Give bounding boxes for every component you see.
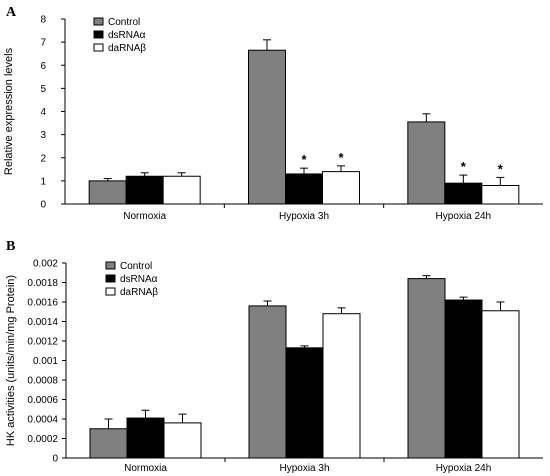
bar — [163, 422, 202, 459]
legend-swatch — [93, 30, 104, 39]
bar — [285, 173, 323, 205]
y-axis-title: HK activities (units/min/mg Protein) — [5, 275, 17, 446]
x-tick-label: Hypoxia 24h — [436, 211, 492, 222]
panel-label: A — [6, 5, 17, 20]
y-tick-label: 5 — [40, 84, 46, 95]
legend-label: daRNAβ — [120, 287, 158, 298]
y-axis-title: Relative expression levels — [3, 47, 15, 175]
legend-swatch — [93, 17, 104, 26]
y-tick-label: 0.0008 — [27, 376, 58, 387]
bar — [481, 310, 520, 459]
legend-swatch — [105, 274, 116, 283]
y-tick-label: 0 — [40, 200, 46, 211]
legend-label: Control — [120, 261, 152, 272]
bar — [248, 305, 287, 459]
y-tick-label: 0.001 — [33, 356, 58, 367]
panel-b-chart: B 0 0.0002 0.0004 0.0006 0.0008 0.001 0.0012 0.0… — [5, 239, 543, 474]
significance-marker: * — [461, 159, 467, 174]
legend-swatch — [93, 43, 104, 52]
y-tick-label: 0.0004 — [27, 415, 58, 426]
bar — [322, 313, 361, 459]
legend-swatch — [105, 261, 116, 270]
y-tick-label: 0.0006 — [27, 395, 58, 406]
bar — [407, 278, 446, 459]
y-tick-label: 0.002 — [33, 259, 58, 270]
legend-label: dsRNAα — [120, 274, 158, 285]
y-tick-label: 1 — [40, 176, 46, 187]
x-tick-label: Normoxia — [123, 211, 166, 222]
bar — [162, 175, 201, 205]
legend-label: Control — [108, 17, 140, 28]
bar — [407, 121, 446, 205]
bar — [444, 299, 483, 459]
y-tick-label: 0.0012 — [27, 337, 58, 348]
y-tick-label: 2 — [40, 153, 46, 164]
y-tick-label: 0.0002 — [27, 434, 58, 445]
bar — [285, 347, 324, 459]
panel-label: B — [6, 239, 15, 254]
legend-label: daRNAβ — [108, 43, 146, 54]
y-tick-label: 0.0014 — [27, 317, 58, 328]
legend-label: dsRNAα — [108, 30, 146, 41]
panel-a-chart: A 0 1 2 3 4 5 6 7 8 Relative expression levels Norm… — [3, 5, 543, 222]
bar — [444, 182, 483, 205]
x-tick-label: Normoxia — [124, 463, 167, 474]
y-tick-label: 0 — [52, 454, 58, 465]
x-tick-label: Hypoxia 3h — [279, 211, 329, 222]
y-tick-label: 8 — [40, 15, 46, 26]
bar — [322, 171, 360, 205]
x-tick-label: Hypoxia 3h — [279, 463, 329, 474]
x-tick-label: Hypoxia 24h — [436, 463, 492, 474]
y-tick-label: 0.0018 — [27, 278, 58, 289]
bar — [88, 180, 127, 205]
significance-marker: * — [301, 152, 307, 167]
significance-marker: * — [338, 150, 344, 165]
y-tick-label: 0.0016 — [27, 298, 58, 309]
y-tick-label: 6 — [40, 61, 46, 72]
significance-marker: * — [498, 161, 504, 176]
bar — [89, 428, 128, 459]
bar — [126, 417, 165, 459]
y-tick-label: 4 — [40, 107, 46, 118]
y-tick-label: 3 — [40, 130, 46, 141]
bar — [125, 175, 164, 205]
y-tick-label: 7 — [40, 38, 46, 49]
bar — [481, 185, 520, 205]
legend-swatch — [105, 287, 116, 296]
bar — [248, 49, 286, 205]
